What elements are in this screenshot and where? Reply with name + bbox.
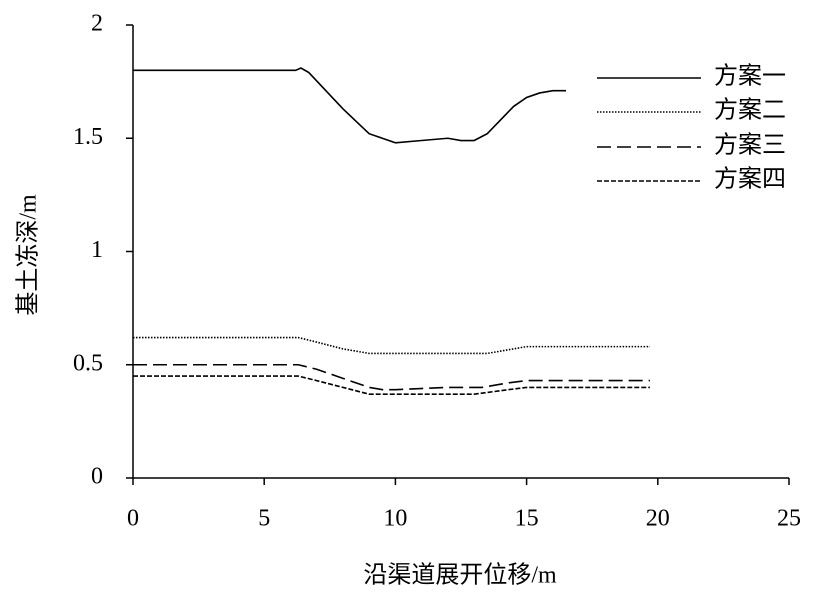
series-line	[133, 375, 650, 395]
y-tick-label: 0	[91, 464, 103, 490]
x-tick-label: 5	[258, 506, 270, 532]
legend-label: 方案三	[714, 132, 786, 159]
legend-label: 方案四	[714, 166, 786, 193]
x-axis-label: 沿渠道展开位移/m	[363, 562, 557, 589]
series-line	[133, 67, 566, 144]
x-tick-label: 0	[127, 506, 139, 532]
series-line	[133, 336, 650, 355]
y-tick-label: 0.5	[73, 350, 103, 376]
series-line	[133, 363, 650, 391]
legend-label: 方案一	[714, 63, 786, 90]
x-tick-label: 25	[777, 506, 801, 532]
x-tick-label: 20	[646, 506, 670, 532]
y-tick-label: 2	[91, 11, 103, 37]
x-tick-label: 15	[515, 506, 539, 532]
y-tick-label: 1.5	[73, 124, 103, 150]
y-tick-label: 1	[91, 237, 103, 263]
y-axis-label: 基土冻深/m	[15, 194, 42, 316]
legend-label: 方案二	[714, 97, 786, 124]
x-tick-label: 10	[383, 506, 407, 532]
